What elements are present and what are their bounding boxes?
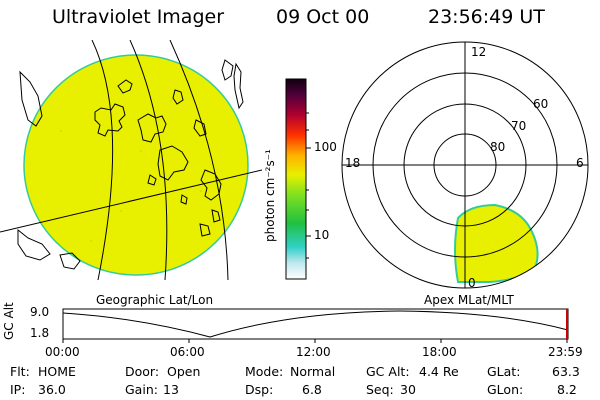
info-label-ip: IP:	[10, 382, 26, 397]
colorbar-tick-100: 100	[314, 140, 337, 154]
polar-plot	[341, 41, 589, 289]
info-value-dsp: 6.8	[302, 382, 322, 397]
apex-panel-label: Apex MLat/MLT	[424, 293, 514, 307]
emission-disk	[23, 54, 249, 276]
colorbar	[285, 78, 307, 280]
info-label-door: Door:	[125, 364, 160, 379]
mlt-label-6: 6	[576, 156, 584, 170]
info-value-glon: 8.2	[557, 382, 577, 397]
timeline-xtick-0000: 00:00	[45, 345, 80, 359]
info-label-gcalt: GC Alt:	[366, 364, 410, 379]
mlat-label-70: 70	[511, 119, 527, 133]
geo-panel-label: Geographic Lat/Lon	[96, 293, 214, 307]
mlt-label-0: 0	[468, 276, 476, 290]
timeline-xtick-1800: 18:00	[422, 345, 457, 359]
timeline-plot	[62, 308, 569, 343]
timeline-xtick-2359: 23:59	[548, 345, 583, 359]
info-label-mode: Mode:	[245, 364, 284, 379]
header-date: 09 Oct 00	[276, 6, 370, 28]
timeline-frame	[62, 308, 569, 340]
earth-disk-view	[0, 40, 262, 280]
altitude-curve	[62, 310, 569, 338]
info-value-glat: 63.3	[552, 364, 580, 379]
mlt-label-18: 18	[345, 156, 361, 170]
mlt-label-12: 12	[471, 45, 487, 59]
info-value-mode: Normal	[290, 364, 336, 379]
info-value-door: Open	[167, 364, 201, 379]
info-label-dsp: Dsp:	[245, 382, 274, 397]
info-label-seq: Seq:	[366, 382, 394, 397]
info-label-flt: Flt:	[10, 364, 30, 379]
colorbar-tick-10: 10	[314, 228, 330, 242]
info-label-glon: GLon:	[487, 382, 524, 397]
info-value-seq: 30	[400, 382, 416, 397]
info-label-glat: GLat:	[487, 364, 521, 379]
mlat-label-60: 60	[533, 97, 549, 111]
geo-grid	[0, 40, 262, 280]
timeline-xtick-1200: 12:00	[296, 345, 331, 359]
instrument-title: Ultraviolet Imager	[52, 6, 225, 28]
timeline-ytick-top: 9.0	[30, 305, 50, 319]
info-value-gcalt: 4.4 Re	[419, 364, 459, 379]
info-value-flt: HOME	[38, 364, 76, 379]
coastlines	[17, 59, 244, 270]
header-time: 23:56:49 UT	[428, 6, 545, 28]
timeline-ylabel: GC Alt	[2, 302, 16, 340]
info-value-ip: 36.0	[38, 382, 66, 397]
timeline-xtick-0600: 06:00	[170, 345, 205, 359]
colorbar-ticks	[306, 112, 311, 259]
info-label-gain: Gain:	[125, 382, 158, 397]
auroral-oval	[454, 203, 539, 283]
timeline-ytick-bottom: 1.8	[30, 326, 50, 340]
info-value-gain: 13	[163, 382, 179, 397]
mlat-label-80: 80	[490, 140, 506, 154]
